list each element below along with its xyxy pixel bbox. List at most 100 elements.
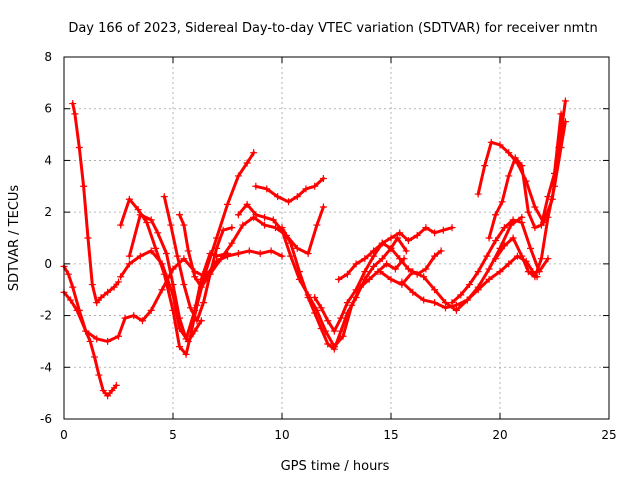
data-point xyxy=(481,162,489,170)
data-point xyxy=(311,293,319,301)
data-point xyxy=(500,224,508,232)
x-tick-label: 15 xyxy=(383,428,398,442)
data-point xyxy=(206,250,214,258)
data-point xyxy=(112,381,120,389)
series-arc-e xyxy=(117,247,205,345)
data-point xyxy=(152,244,160,252)
data-point xyxy=(143,218,151,226)
data-point xyxy=(176,211,184,219)
data-point xyxy=(287,252,295,260)
data-point xyxy=(125,260,133,268)
data-point xyxy=(75,144,83,151)
data-point xyxy=(352,293,360,301)
series-line xyxy=(400,215,524,310)
x-axis-label: GPS time / hours xyxy=(281,459,390,474)
data-point xyxy=(252,182,260,190)
series-line xyxy=(62,264,118,398)
data-point xyxy=(311,182,319,190)
data-point xyxy=(330,345,338,353)
data-point xyxy=(136,252,144,260)
data-point xyxy=(104,392,112,400)
data-point xyxy=(319,175,327,183)
series-arc-h xyxy=(176,203,327,291)
data-point xyxy=(169,281,177,289)
data-point xyxy=(439,226,447,234)
data-point xyxy=(498,198,506,206)
data-point xyxy=(544,193,552,201)
data-point xyxy=(64,270,72,278)
series-arc-r xyxy=(485,110,565,242)
data-point xyxy=(186,304,194,312)
data-point xyxy=(206,270,214,278)
series-arc-p xyxy=(448,216,552,307)
data-point xyxy=(134,206,142,214)
data-point xyxy=(110,283,118,291)
data-point xyxy=(413,231,421,239)
data-point xyxy=(104,337,112,345)
data-point xyxy=(91,353,99,361)
data-point xyxy=(396,255,404,263)
data-point xyxy=(524,208,532,216)
data-point xyxy=(295,268,303,276)
data-point xyxy=(271,224,279,232)
data-point xyxy=(86,337,94,345)
x-tick-label: 0 xyxy=(60,428,68,442)
data-point xyxy=(505,149,513,157)
data-point xyxy=(531,224,539,232)
data-point xyxy=(82,327,90,335)
data-point xyxy=(182,350,190,358)
data-point xyxy=(383,260,391,268)
data-point xyxy=(404,237,412,245)
series-arc-m xyxy=(335,239,445,283)
data-point xyxy=(487,138,495,146)
data-point xyxy=(219,226,227,234)
y-tick-label: -2 xyxy=(40,309,52,323)
series-line xyxy=(450,218,550,305)
data-point xyxy=(339,332,347,340)
data-point xyxy=(524,268,532,276)
data-point xyxy=(404,265,412,273)
data-point xyxy=(431,252,439,260)
data-point xyxy=(324,317,332,325)
y-axis-label: SDTVAR / TECUs xyxy=(7,185,22,292)
data-point xyxy=(457,291,465,299)
data-point xyxy=(88,281,96,289)
data-point xyxy=(125,252,133,260)
data-point xyxy=(422,224,430,232)
data-point xyxy=(409,288,417,296)
data-point xyxy=(93,335,101,343)
data-point xyxy=(256,250,264,258)
data-point xyxy=(448,224,456,232)
x-tick-label: 25 xyxy=(601,428,616,442)
data-point xyxy=(121,314,129,322)
gridlines xyxy=(64,57,609,419)
plot-frame xyxy=(63,56,610,420)
data-point xyxy=(485,265,493,273)
data-point xyxy=(117,273,125,281)
data-point xyxy=(302,185,310,193)
series-line xyxy=(476,99,567,224)
series-line xyxy=(119,249,203,343)
data-point xyxy=(234,211,242,219)
data-point xyxy=(80,182,88,190)
data-point xyxy=(527,244,535,252)
data-point xyxy=(97,293,105,301)
data-point xyxy=(465,281,473,289)
data-point xyxy=(245,247,253,255)
data-point xyxy=(485,234,493,242)
data-point xyxy=(138,317,146,325)
data-point xyxy=(160,193,168,201)
x-tick-label: 20 xyxy=(492,428,507,442)
data-point xyxy=(485,275,493,283)
chart-title: Day 166 of 2023, Sidereal Day-to-day VTE… xyxy=(68,21,597,36)
data-point xyxy=(261,221,269,229)
data-point xyxy=(431,299,439,307)
data-point xyxy=(125,195,133,203)
data-point xyxy=(167,221,175,229)
data-point xyxy=(313,221,321,229)
data-point xyxy=(337,327,345,335)
data-point xyxy=(93,299,101,307)
data-point xyxy=(518,252,526,260)
data-point xyxy=(180,281,188,289)
